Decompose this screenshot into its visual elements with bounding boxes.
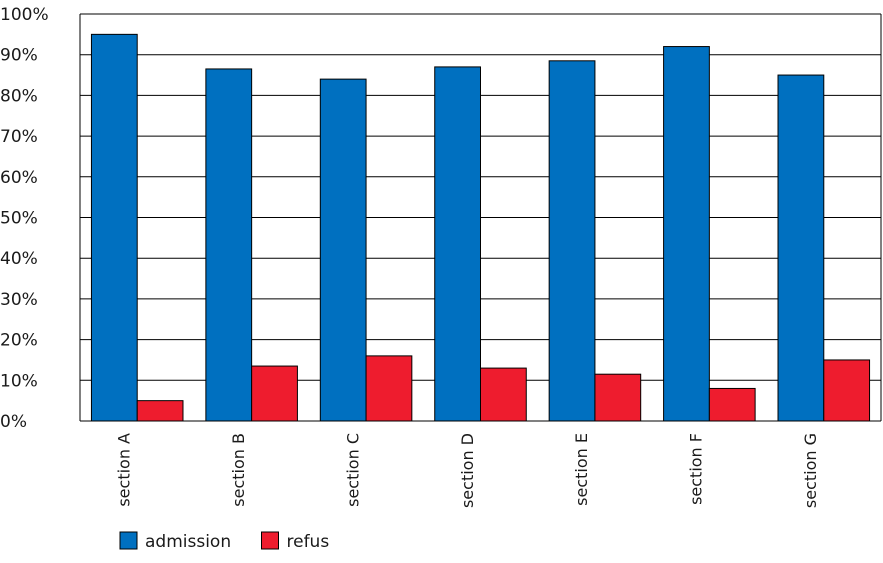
bar-admission-section-g xyxy=(777,74,825,422)
category-label: section D xyxy=(458,433,477,508)
category-label: section E xyxy=(572,433,591,506)
bar-admission-section-c xyxy=(319,78,367,422)
y-tick-label: 0% xyxy=(0,412,27,432)
y-tick-label: 60% xyxy=(0,168,38,188)
y-tick-label: 70% xyxy=(0,127,38,147)
bar-refus-section-f xyxy=(708,387,756,422)
category-label: section C xyxy=(343,433,362,507)
bar-admission-section-e xyxy=(548,60,596,422)
bar-admission-section-b xyxy=(205,68,253,422)
y-tick-label: 10% xyxy=(0,371,38,391)
bar-admission-section-d xyxy=(434,66,482,422)
y-tick-label: 20% xyxy=(0,331,38,351)
bar-refus-section-a xyxy=(136,400,184,422)
bar-admission-section-a xyxy=(90,33,138,422)
bar-refus-section-g xyxy=(823,359,871,422)
y-tick-label: 30% xyxy=(0,290,38,310)
category-label: section B xyxy=(229,433,248,507)
category-label: section A xyxy=(114,433,133,507)
bar-refus-section-e xyxy=(594,373,642,422)
legend-swatch-refus xyxy=(261,531,279,550)
legend-swatch-admission xyxy=(119,531,138,550)
legend-label-refus: refus xyxy=(287,532,330,552)
bar-admission-section-f xyxy=(663,46,710,422)
legend: admission refus xyxy=(119,531,330,552)
y-axis-ticks: 0% 10% 20% 30% 40% 50% 60% 70% 80% 90% 100% xyxy=(0,5,49,432)
category-label: section F xyxy=(687,433,706,505)
bar-refus-section-d xyxy=(480,367,527,422)
y-tick-label: 80% xyxy=(0,86,38,106)
bars xyxy=(90,33,871,422)
bar-refus-section-c xyxy=(365,355,413,422)
category-label: section G xyxy=(801,433,820,508)
y-tick-label: 90% xyxy=(0,46,38,66)
y-tick-label: 40% xyxy=(0,249,38,269)
bar-refus-section-b xyxy=(251,365,298,422)
x-axis-categories: section A section B section C section D sect… xyxy=(114,433,820,508)
legend-label-admission: admission xyxy=(145,532,231,552)
axes xyxy=(79,14,882,422)
y-tick-label: 50% xyxy=(0,209,38,229)
y-tick-label: 100% xyxy=(0,5,49,25)
